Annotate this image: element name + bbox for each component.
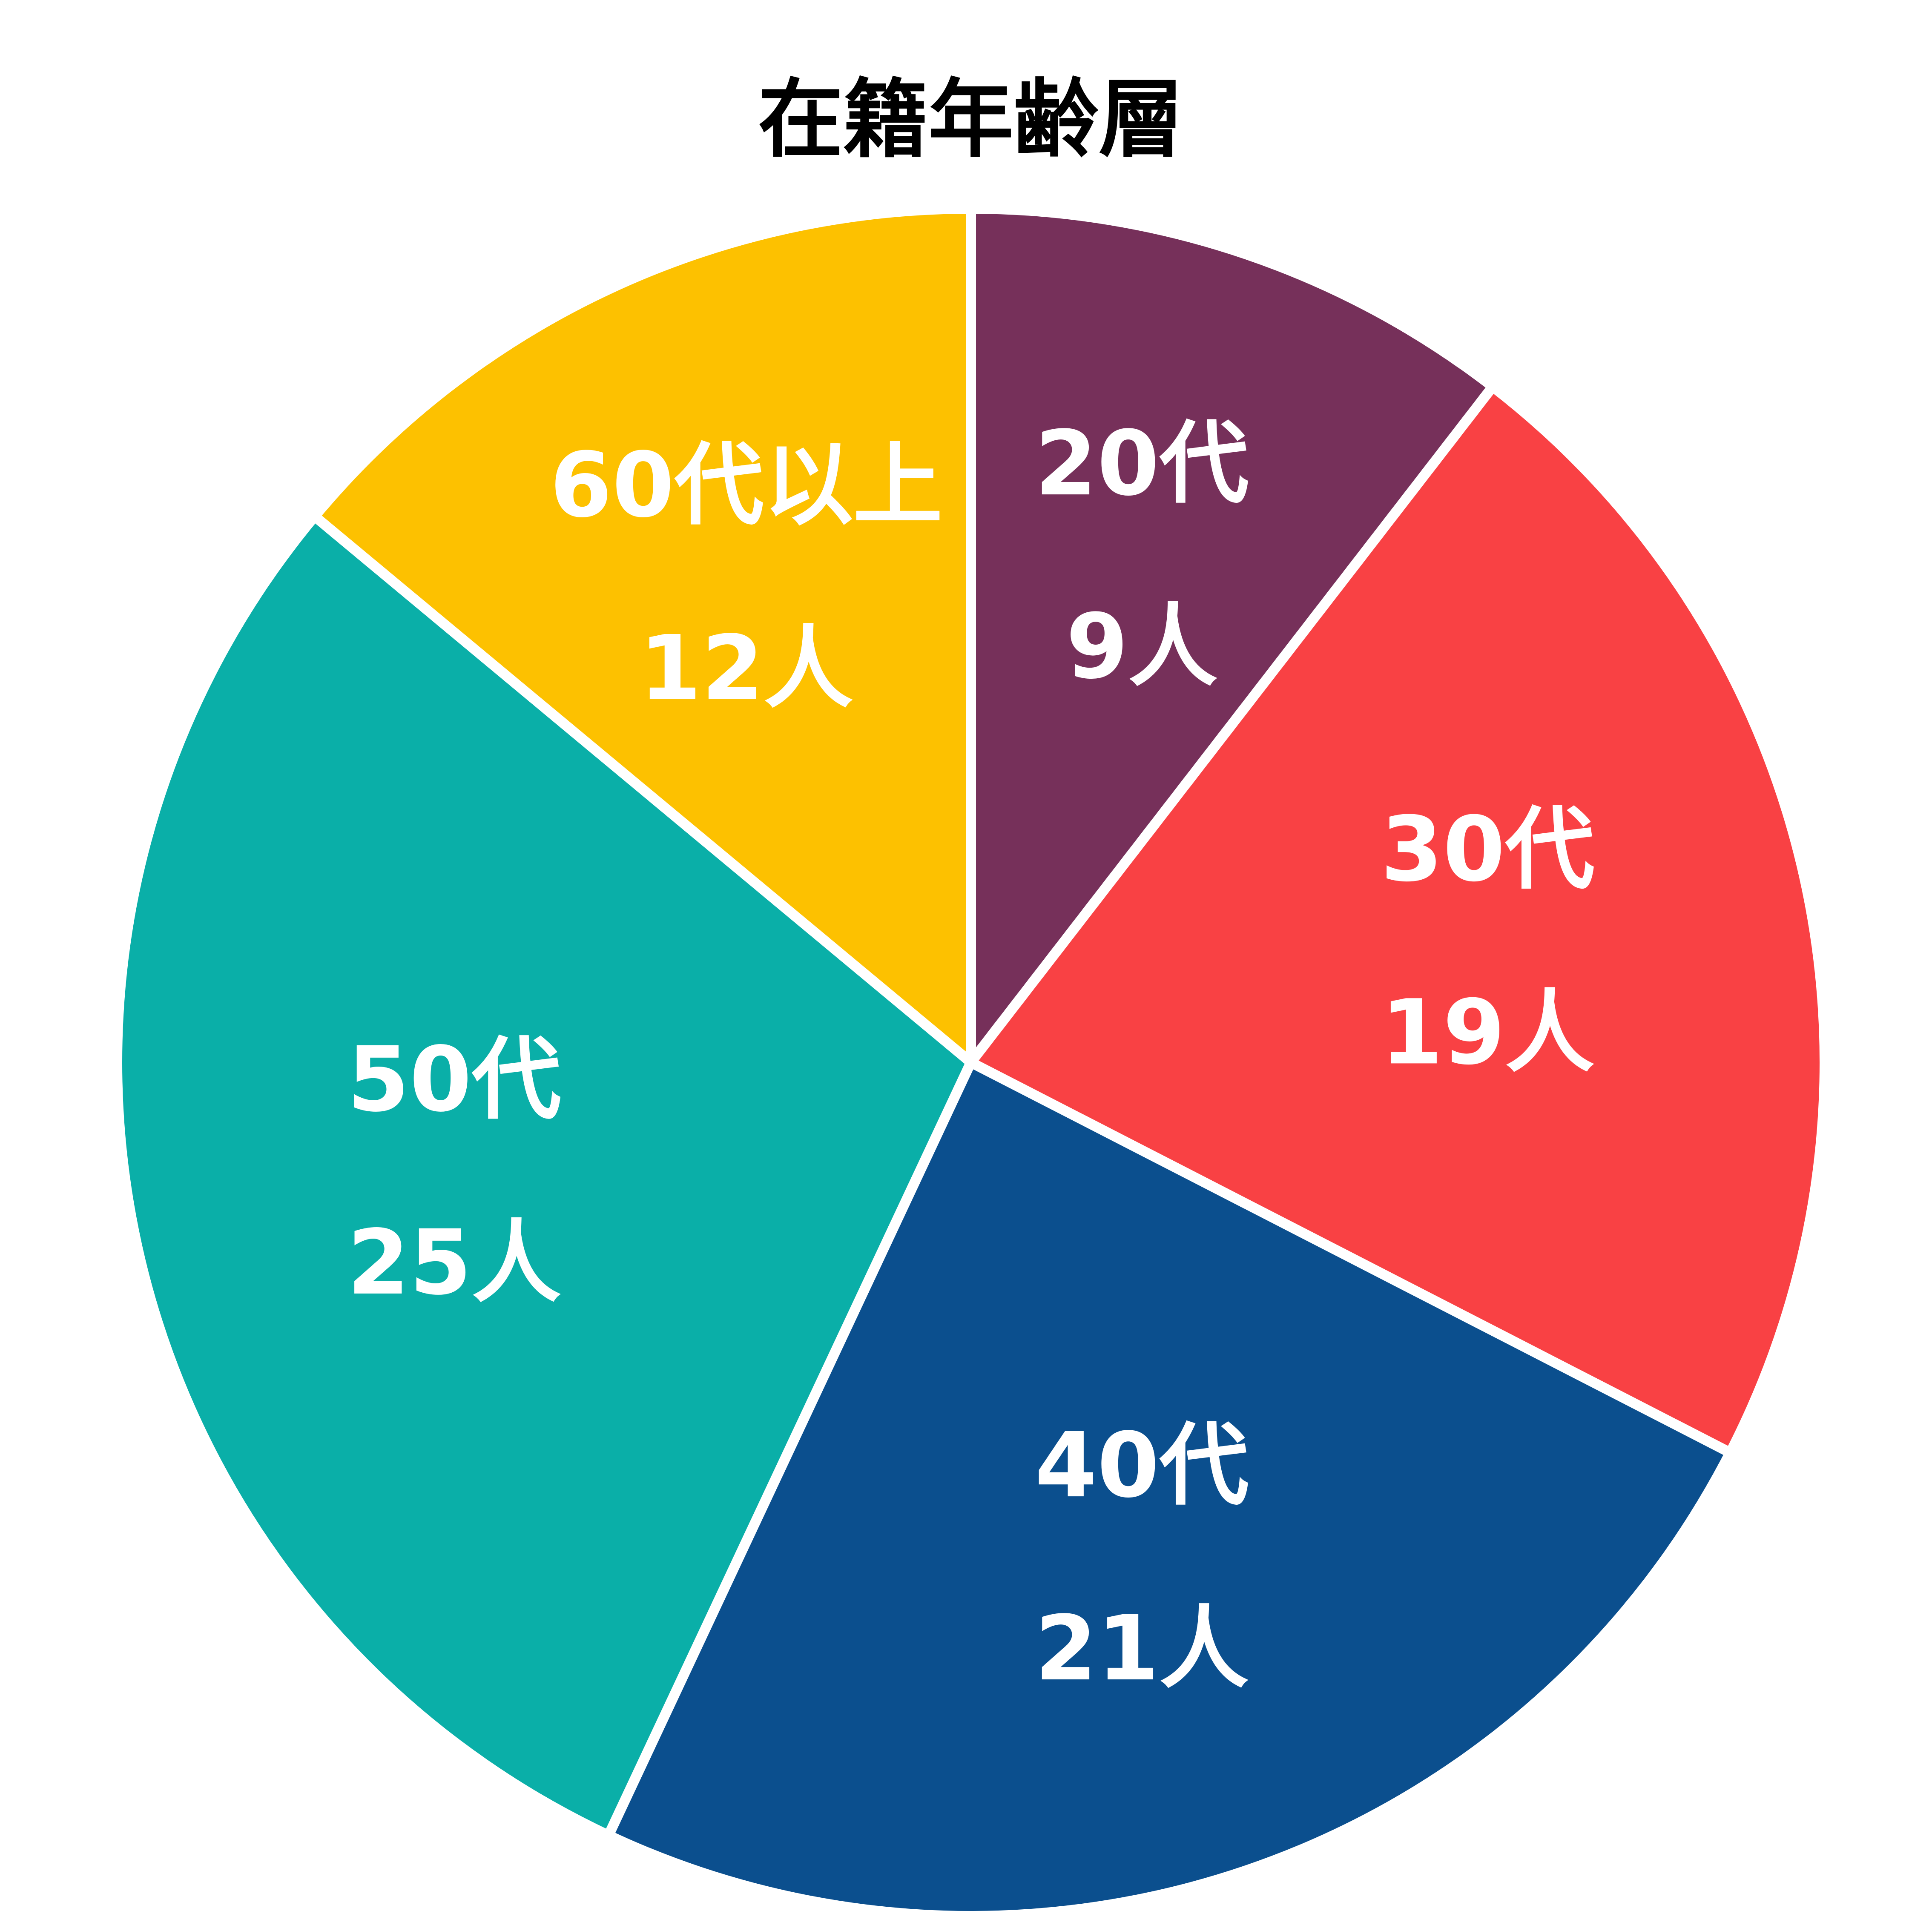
slice-value-label: 9人: [1066, 594, 1217, 699]
slice-value-label: 25人: [347, 1211, 561, 1315]
slice-value-label: 12人: [639, 616, 853, 720]
slice-category-label: 30代: [1381, 797, 1594, 901]
slice-value-label: 19人: [1381, 980, 1594, 1084]
pie-slice: [966, 204, 1498, 1067]
pie-slice: [603, 1057, 1736, 1921]
slice-category-label: 20代: [1035, 411, 1249, 516]
slice-category-label: 40代: [1035, 1413, 1249, 1518]
pie-slice: [112, 511, 976, 1841]
pie-slice: [966, 382, 1830, 1458]
slice-value-label: 21人: [1035, 1596, 1249, 1701]
slice-category-label: 60代以上: [550, 433, 942, 537]
chart-title: 在籍年齢層: [758, 70, 1184, 169]
slice-category-label: 50代: [347, 1027, 561, 1132]
pie-slice: [309, 204, 976, 1067]
